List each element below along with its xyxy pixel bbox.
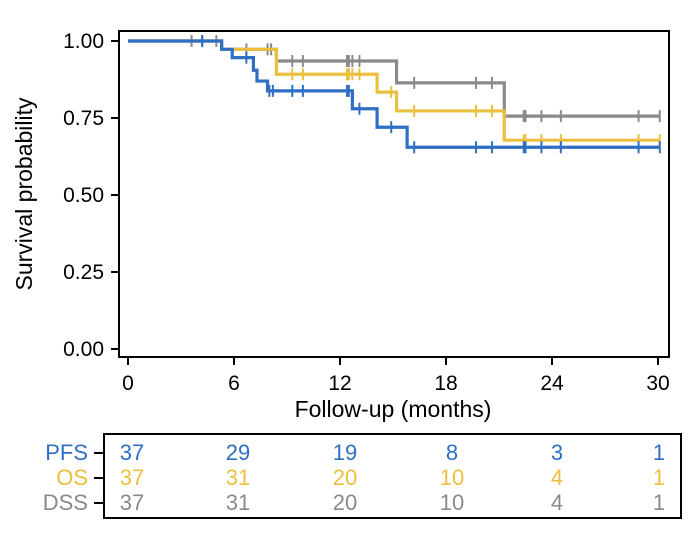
y-axis-title: Survival probability — [11, 97, 37, 291]
risk-count: 8 — [446, 440, 458, 465]
y-tick-label: 0.75 — [63, 107, 104, 130]
risk-row-label-os: OS — [56, 465, 88, 490]
survival-curves — [128, 35, 661, 154]
curve-dss — [128, 39, 660, 118]
risk-count: 3 — [551, 440, 563, 465]
risk-row-label-pfs: PFS — [45, 440, 88, 465]
x-axis-title: Follow-up (months) — [295, 396, 492, 422]
y-tick-label: 1.00 — [63, 30, 104, 53]
x-tick-label: 6 — [228, 372, 240, 395]
risk-count: 20 — [333, 465, 357, 490]
risk-count: 29 — [226, 440, 250, 465]
risk-count: 37 — [120, 465, 144, 490]
risk-count: 31 — [226, 465, 250, 490]
x-tick-label: 30 — [646, 372, 669, 395]
plot-frame — [118, 30, 670, 358]
risk-count: 19 — [333, 440, 357, 465]
y-tick-label: 0.50 — [63, 184, 104, 207]
x-axis: 0 6 12 18 24 30 — [122, 357, 670, 395]
risk-count: 37 — [120, 490, 144, 515]
risk-count: 20 — [333, 490, 357, 515]
y-tick-label: 0.00 — [63, 338, 104, 361]
y-axis: 0.00 0.25 0.50 0.75 1.00 — [63, 30, 119, 361]
y-tick-label: 0.25 — [63, 261, 104, 284]
risk-count: 10 — [440, 465, 464, 490]
x-tick-label: 24 — [540, 372, 564, 395]
x-tick-label: 12 — [328, 372, 351, 395]
x-tick-label: 18 — [434, 372, 457, 395]
risk-count: 1 — [653, 490, 665, 515]
risk-count: 4 — [551, 490, 563, 515]
risk-count: 1 — [653, 440, 665, 465]
risk-count: 31 — [226, 490, 250, 515]
curve-os — [128, 39, 660, 142]
risk-count: 4 — [551, 465, 563, 490]
x-tick-label: 0 — [122, 372, 134, 395]
risk-count: 10 — [440, 490, 464, 515]
risk-count: 1 — [653, 465, 665, 490]
risk-row-label-dss: DSS — [43, 490, 88, 515]
curve-pfs — [128, 39, 660, 149]
risk-count: 37 — [120, 440, 144, 465]
risk-table-frame — [103, 433, 682, 519]
